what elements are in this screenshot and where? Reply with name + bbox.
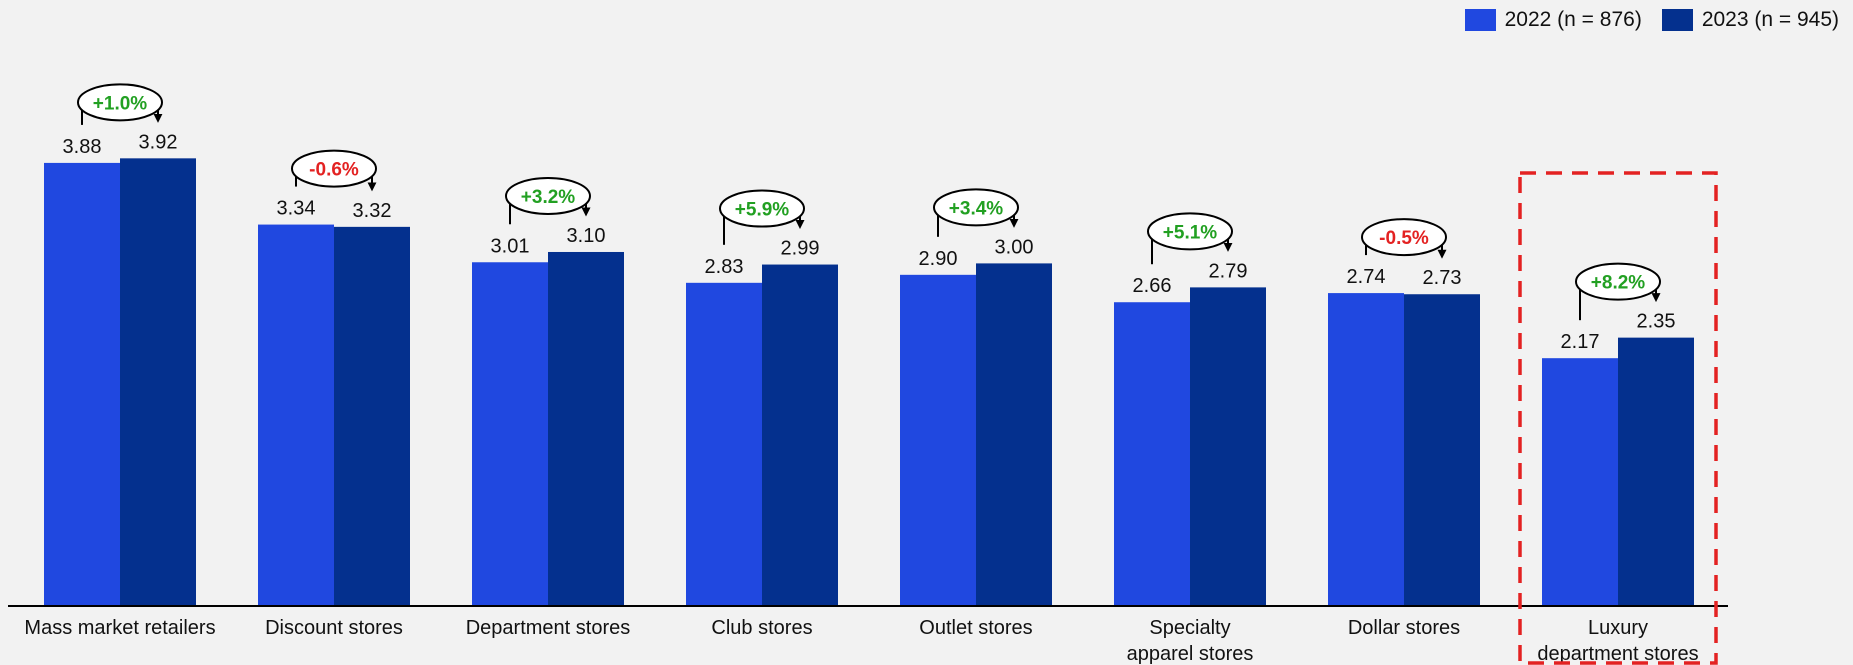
value-label-2023: 2.99 [781,238,820,260]
value-label-2022: 2.83 [705,256,744,278]
legend-label-2022: 2022 (n = 876) [1504,8,1642,31]
change-percent-label: +3.2% [521,187,576,208]
bars-layer [44,158,1694,607]
bar-2022 [686,282,762,606]
change-annotations: +1.0% -0.6% +3.2% +5.9% +3.4% +5.1% -0.5% +8.2% [77,83,1661,321]
value-label-2022: 2.90 [919,248,958,270]
category-label: department stores [1537,643,1698,665]
bar-2023 [1618,337,1694,606]
value-label-2022: 3.01 [491,235,530,257]
legend-swatch-2023 [1661,9,1693,31]
value-label-2023: 2.79 [1209,260,1248,282]
category-label: apparel stores [1127,643,1254,665]
category-label: Mass market retailers [24,617,215,639]
legend-item-2023: 2023 (n = 945) [1661,8,1839,32]
change-oval [77,83,163,122]
category-label: Luxury [1588,617,1648,639]
change-percent-label: -0.5% [1379,228,1429,249]
bar-2023 [334,226,410,606]
change-percent-label: -0.6% [309,160,359,181]
bar-2023 [548,251,624,607]
category-label: Dollar stores [1348,617,1460,639]
bar-2023 [1190,287,1266,606]
change-oval [933,188,1019,227]
legend: 2022 (n = 876) 2023 (n = 945) [1464,8,1839,32]
change-oval [719,189,805,228]
bar-2022 [1114,302,1190,606]
bar-2022 [1542,358,1618,606]
change-percent-label: +5.9% [735,200,790,221]
value-label-2023: 2.73 [1423,267,1462,289]
value-label-2022: 2.74 [1347,266,1386,288]
change-oval [505,176,591,215]
bar-2022 [472,262,548,606]
value-label-2023: 3.10 [567,225,606,247]
bar-2023 [976,263,1052,606]
labels-layer: 3.88 3.92 Mass market retailers 3.34 3.32 Dis… [8,131,1728,665]
category-label: Specialty [1149,617,1230,639]
change-oval [1361,218,1447,257]
bar-2022 [44,162,120,607]
change-oval [1147,212,1233,251]
legend-swatch-2022 [1464,9,1496,31]
value-label-2022: 2.17 [1561,331,1600,353]
value-label-2023: 3.92 [139,131,178,153]
value-label-2022: 2.66 [1133,275,1172,297]
category-label: Discount stores [265,617,403,639]
category-label: Club stores [711,617,812,639]
change-percent-label: +3.4% [949,198,1004,219]
change-oval [291,149,377,188]
value-label-2023: 2.35 [1637,311,1676,333]
value-label-2023: 3.32 [353,200,392,222]
bar-2023 [120,158,196,606]
value-label-2022: 3.34 [277,198,316,220]
bar-2023 [1404,294,1480,606]
highlight-box [1518,171,1718,665]
bar-2023 [762,264,838,606]
bar-2022 [258,224,334,606]
change-percent-label: +5.1% [1163,222,1218,243]
category-label: Department stores [466,617,631,639]
category-label: Outlet stores [919,617,1032,639]
legend-item-2022: 2022 (n = 876) [1464,8,1642,32]
bar-2022 [900,274,976,606]
change-oval [1575,262,1661,301]
change-percent-label: +8.2% [1591,273,1646,294]
value-label-2022: 3.88 [63,136,102,158]
value-label-2023: 3.00 [995,236,1034,258]
legend-label-2023: 2023 (n = 945) [1701,8,1839,31]
bar-2022 [1328,293,1404,606]
change-percent-label: +1.0% [93,93,148,114]
